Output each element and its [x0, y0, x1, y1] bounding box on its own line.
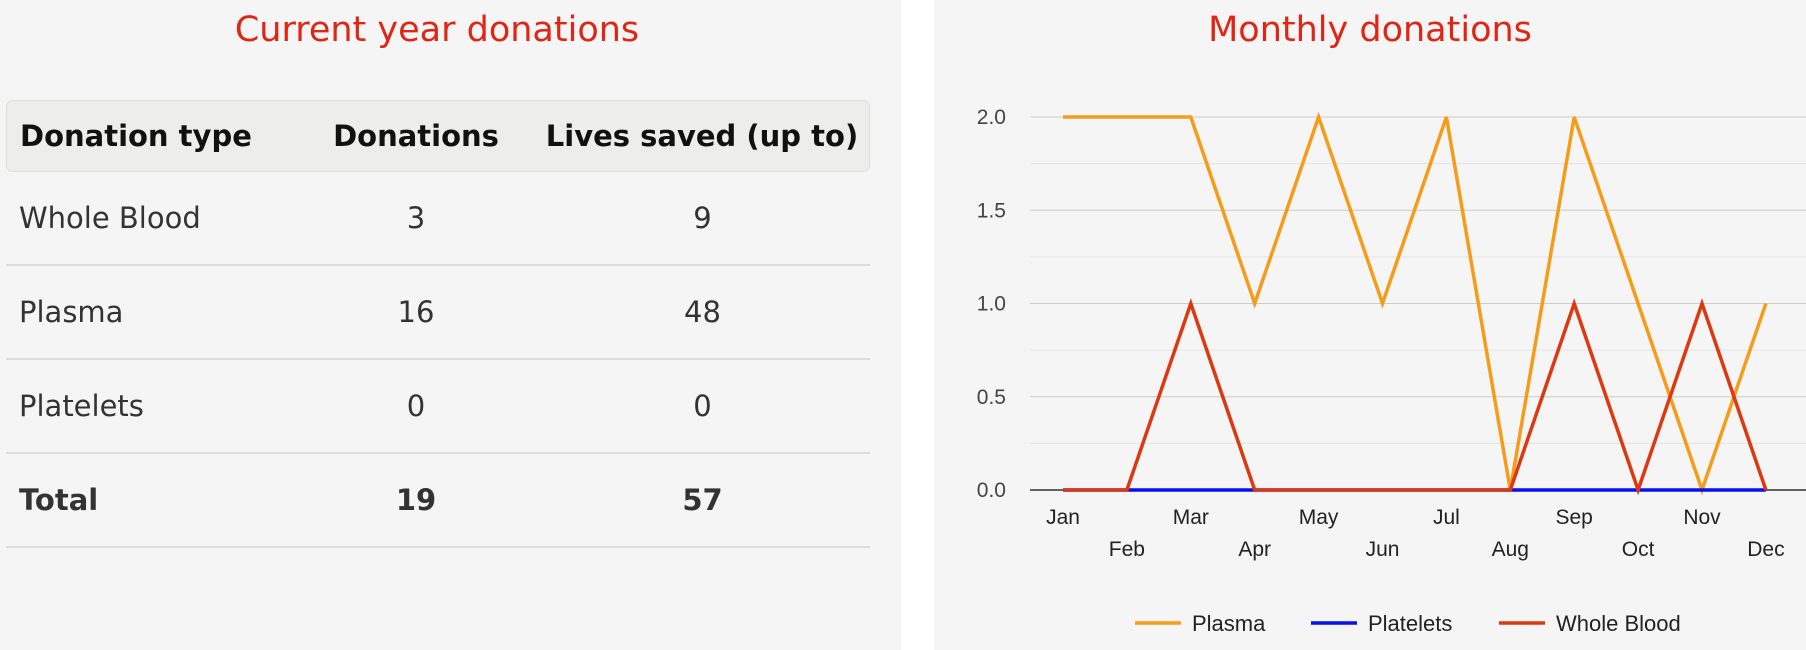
cell-lives: 0 — [535, 360, 870, 454]
legend-item[interactable]: Plasma — [1135, 611, 1266, 636]
table-row: Whole Blood 3 9 — [6, 172, 870, 266]
legend-item[interactable]: Whole Blood — [1499, 611, 1681, 636]
cell-lives: 9 — [535, 172, 870, 266]
total-label: Total — [6, 454, 297, 548]
table-row: Plasma 16 48 — [6, 266, 870, 360]
cell-donations: 16 — [297, 266, 535, 360]
y-tick-label: 2.0 — [977, 106, 1006, 129]
legend-item[interactable]: Platelets — [1311, 611, 1452, 636]
header-donation-type: Donation type — [6, 100, 297, 172]
x-tick-label: Aug — [1492, 538, 1529, 561]
chart-series — [1063, 111, 1768, 496]
current-year-title: Current year donations — [234, 10, 640, 50]
y-tick-label: 1.5 — [977, 199, 1006, 222]
legend-label: Plasma — [1192, 611, 1266, 636]
x-tick-label: Feb — [1109, 538, 1145, 561]
x-axis-labels: Jan Feb Mar Apr May Jun Jul Aug Sep Oct Nov Dec — [1046, 506, 1785, 561]
cell-lives: 48 — [535, 266, 870, 360]
cell-donations: 3 — [297, 172, 535, 266]
x-tick-label: Nov — [1683, 506, 1721, 529]
x-tick-label: Jul — [1433, 506, 1460, 529]
cell-type: Platelets — [6, 360, 297, 454]
x-tick-label: Mar — [1173, 506, 1209, 529]
x-tick-label: Jun — [1366, 538, 1400, 561]
series-line-plasma — [1063, 111, 1768, 496]
x-tick-label: Sep — [1556, 506, 1593, 529]
current-year-panel: Current year donations Donation type Don… — [0, 0, 901, 650]
legend-label: Platelets — [1368, 611, 1452, 636]
x-tick-label: Jan — [1046, 506, 1080, 529]
table-row: Platelets 0 0 — [6, 360, 870, 454]
donations-table: Donation type Donations Lives saved (up … — [6, 100, 870, 548]
cell-type: Whole Blood — [6, 172, 297, 266]
cell-type: Plasma — [6, 266, 297, 360]
header-donations: Donations — [297, 100, 535, 172]
y-tick-label: 0.5 — [977, 386, 1006, 409]
series-line-whole-blood — [1063, 298, 1768, 496]
chart-legend[interactable]: Plasma Platelets Whole Blood — [1135, 611, 1681, 636]
x-tick-label: May — [1299, 506, 1339, 529]
x-tick-label: Oct — [1622, 538, 1655, 561]
table-total-row: Total 19 57 — [6, 454, 870, 548]
monthly-panel: Monthly donations 0.0 0.5 1.0 1.5 2.0 Jan Feb… — [934, 0, 1806, 650]
total-lives: 57 — [535, 454, 870, 548]
legend-label: Whole Blood — [1556, 611, 1681, 636]
header-lives-saved: Lives saved (up to) — [535, 100, 870, 172]
monthly-title: Monthly donations — [1208, 10, 1532, 50]
cell-donations: 0 — [297, 360, 535, 454]
x-tick-label: Apr — [1238, 538, 1271, 561]
total-donations: 19 — [297, 454, 535, 548]
table-header-row: Donation type Donations Lives saved (up … — [6, 100, 870, 172]
y-tick-label: 1.0 — [977, 293, 1006, 316]
monthly-donations-chart: 0.0 0.5 1.0 1.5 2.0 Jan Feb Mar Apr May Jun Jul Aug… — [977, 106, 1806, 636]
y-axis-labels: 0.0 0.5 1.0 1.5 2.0 — [977, 106, 1006, 502]
y-tick-label: 0.0 — [977, 479, 1006, 502]
x-tick-label: Dec — [1747, 538, 1784, 561]
